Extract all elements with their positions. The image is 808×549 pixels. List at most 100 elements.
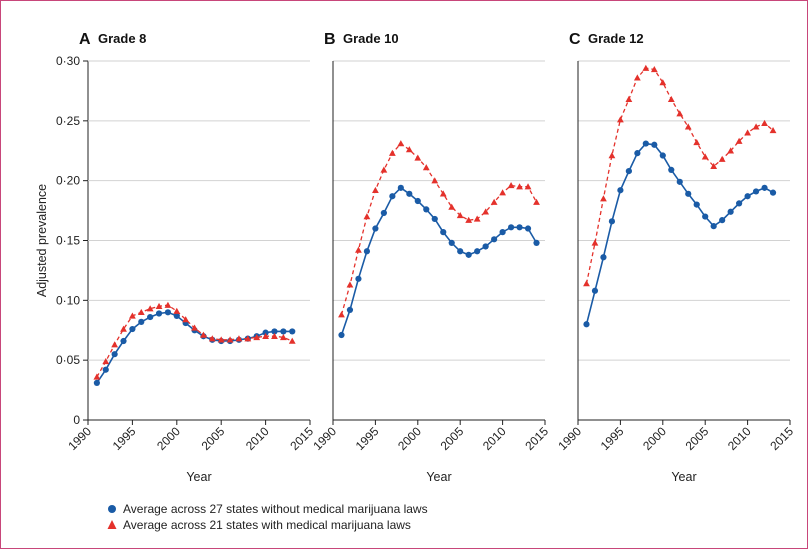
panel-letter: A [79,31,91,48]
panel-title: Grade 10 [343,31,399,46]
data-point-with-laws [633,74,641,81]
data-point-with-laws [164,301,172,308]
data-point-without-laws [431,215,438,223]
data-point-without-laws [289,328,296,335]
x-tick-label: 1990 [65,424,94,453]
series-line-with-laws [585,67,774,284]
data-point-without-laws [727,208,734,215]
data-point-with-laws [448,203,456,210]
data-point-with-laws [137,308,145,316]
series-line-without-laws [340,186,538,336]
data-point-without-laws [702,213,709,220]
data-point-with-laws [414,154,422,161]
legend-label: Average across 27 states without medical… [123,502,428,516]
data-point-with-laws [191,324,198,331]
data-point-without-laws [147,313,154,321]
panel-title: Grade 8 [98,31,146,46]
data-point-with-laws [533,198,540,205]
data-point-with-laws [769,127,777,134]
data-point-with-laws [659,79,667,86]
data-point-with-laws [439,190,447,197]
data-point-with-laws [642,64,650,71]
data-point-with-laws [676,110,684,117]
data-point-with-laws [93,373,101,380]
data-point-with-laws [473,215,481,222]
data-point-with-laws [465,216,473,223]
x-tick-label: 2010 [725,424,754,453]
data-point-without-laws [389,193,396,200]
data-point-with-laws [279,334,287,341]
data-point-without-laws [769,189,777,196]
x-tick-label: 2015 [767,424,796,453]
x-tick-label: 2005 [438,424,467,453]
data-point-without-laws [173,312,180,319]
data-point-with-laws [288,337,296,344]
data-point-with-laws [111,341,119,348]
panel-letter: C [569,31,581,48]
y-tick-label: 0 [73,413,80,427]
data-point-without-laws [262,329,269,336]
y-tick-label: 0·20 [56,174,80,188]
legend-marker-circle [108,505,116,513]
data-point-with-laws [217,336,225,343]
data-point-with-laws [405,146,413,153]
series-line-without-laws [585,142,774,325]
data-point-with-laws [372,186,379,193]
legend-marker-triangle [107,520,117,529]
data-point-without-laws [583,321,590,328]
data-point-with-laws [583,280,590,287]
y-tick-label: 0·10 [56,293,80,307]
data-point-without-laws [465,251,472,258]
x-tick-label: 1995 [353,424,382,453]
y-tick-label: 0·25 [56,114,80,128]
data-point-without-laws [710,223,717,230]
data-point-with-laws [761,119,768,126]
legend: Average across 27 states without medical… [107,502,428,532]
data-point-with-laws [120,325,127,332]
data-point-without-laws [414,197,421,205]
data-point-without-laws [155,310,163,317]
data-point-without-laws [642,140,649,147]
data-point-without-laws [685,190,692,197]
x-tick-label: 2005 [199,424,228,453]
data-point-with-laws [363,213,371,220]
series-line-with-laws [340,142,538,315]
data-point-without-laws [111,351,118,358]
data-point-without-laws [355,275,362,282]
data-point-with-laws [744,129,751,136]
panel-c: 1990 1995 2000 2005 2010 2015 Year C Grade 12 [555,31,796,484]
data-point-without-laws [719,217,726,224]
data-point-without-laws [625,167,632,175]
data-point-with-laws [507,182,515,189]
x-tick-label: 2015 [287,424,316,453]
data-point-with-laws [388,149,396,156]
panel-b: 1990 1995 2000 2005 2010 2015 Year B Grade 10 [310,31,551,484]
data-point-without-laws [533,239,540,246]
data-point-with-laws [718,155,726,162]
data-point-without-laws [761,184,768,191]
data-point-with-laws [226,336,234,343]
panel-a: 1990 1995 2000 2005 2010 2015 Year A Grade 8 [65,31,316,484]
x-tick-label: 2000 [154,424,183,453]
data-point-with-laws [516,183,523,190]
data-point-with-laws [182,316,190,323]
x-tick-label: 1990 [555,424,584,453]
panel-letter: B [324,31,336,48]
data-point-without-laws [736,200,743,207]
data-point-with-laws [397,140,405,147]
data-point-with-laws [608,152,616,159]
data-point-with-laws [701,153,709,160]
data-point-with-laws [208,335,216,342]
data-point-without-laws [744,193,751,200]
data-point-without-laws [491,236,498,243]
data-point-without-laws [372,225,379,232]
panel-title: Grade 12 [588,31,644,46]
data-point-without-laws [440,229,447,236]
x-tick-label: 2000 [395,424,424,453]
x-axis-label: Year [671,470,696,484]
data-point-with-laws [271,332,278,339]
data-point-without-laws [338,331,345,339]
data-point-with-laws [684,123,692,130]
